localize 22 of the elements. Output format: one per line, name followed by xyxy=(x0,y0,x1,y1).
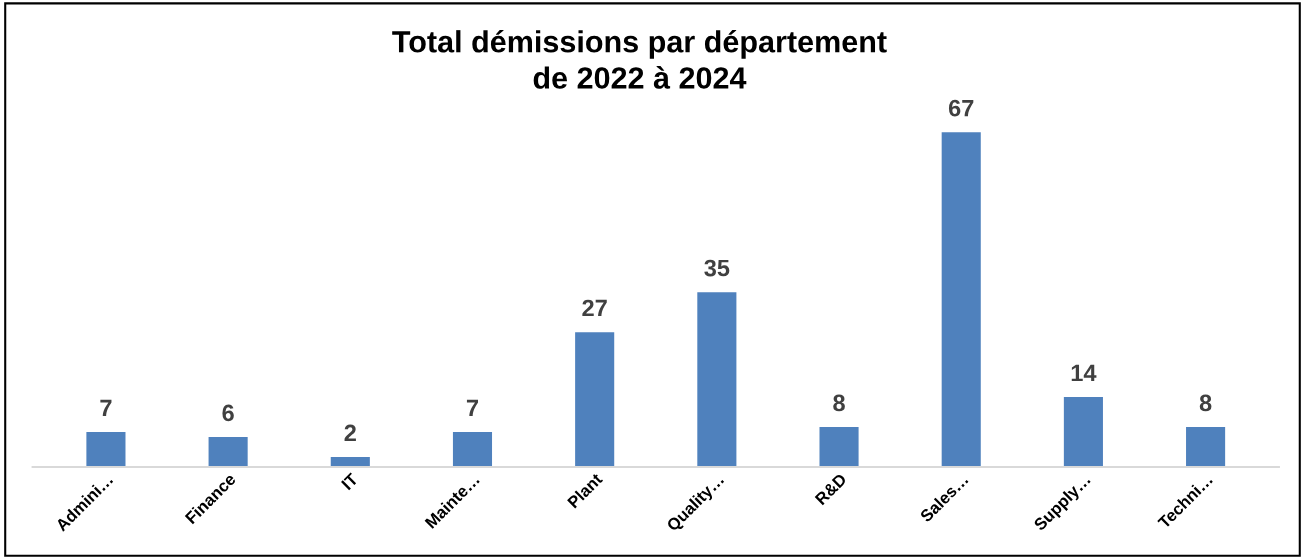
data-label: 8 xyxy=(833,394,845,412)
data-label: 8 xyxy=(1199,394,1212,412)
bar xyxy=(697,292,737,468)
data-label: 6 xyxy=(222,404,234,422)
data-label: 7 xyxy=(466,399,479,417)
bar xyxy=(330,457,370,468)
bar xyxy=(819,427,859,468)
bar xyxy=(452,432,493,468)
bar xyxy=(1063,397,1103,468)
data-label: 27 xyxy=(582,299,607,317)
bar xyxy=(86,432,126,468)
data-label: 2 xyxy=(344,424,356,442)
data-label: 14 xyxy=(1071,364,1097,382)
data-label: 67 xyxy=(948,99,974,117)
bar xyxy=(575,332,615,468)
x-tick-label: IT xyxy=(341,472,359,491)
bar xyxy=(208,437,248,468)
data-label: 7 xyxy=(100,399,112,417)
bar xyxy=(1186,427,1226,468)
data-label: 35 xyxy=(704,259,730,277)
chart-title: Total démissions par département de 2022 à 2024 xyxy=(392,29,887,89)
bar xyxy=(941,132,981,468)
